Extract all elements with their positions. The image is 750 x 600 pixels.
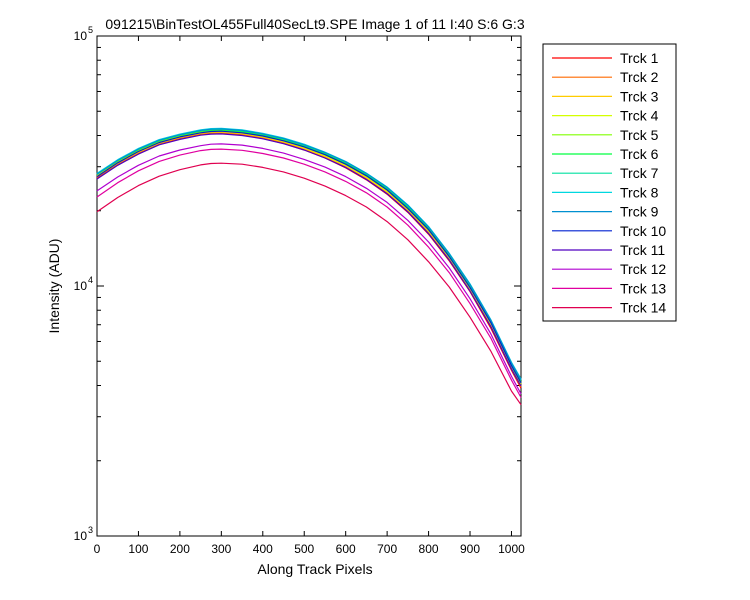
series-line-trck-13 [96,148,522,398]
legend-label: Trck 8 [620,184,659,200]
series-group [96,127,522,406]
series-line-trck-9 [96,128,522,380]
legend-label: Trck 5 [620,127,659,143]
y-tick-base: 10 [74,529,88,543]
series-line-trck-14 [96,162,522,406]
series-line-trck-10 [96,130,522,384]
x-tick-label: 1000 [498,542,525,556]
legend-label: Trck 14 [620,300,666,316]
legend-box [542,43,677,322]
legend-label: Trck 2 [620,69,659,85]
legend-label: Trck 4 [620,108,659,124]
x-tick-label: 800 [419,542,439,556]
x-tick-label: 900 [460,542,480,556]
series-line-trck-12 [96,143,522,395]
y-tick-exponent: 4 [88,275,93,285]
y-tick-label: 10 [74,279,88,293]
legend-label: Trck 13 [620,280,666,296]
y-tick-exponent: 5 [88,25,93,35]
x-tick-label: 300 [211,542,231,556]
x-axis-label: Along Track Pixels [257,561,372,577]
legend-label: Trck 9 [620,204,659,220]
legend-label: Trck 10 [620,223,666,239]
x-tick-label: 600 [336,542,356,556]
y-tick-base: 10 [74,29,88,43]
y-tick-exponent: 3 [88,525,93,535]
legend-label: Trck 3 [620,88,659,104]
y-tick-label: 10 [74,29,88,43]
plot-area [96,35,522,537]
x-tick-label: 400 [253,542,273,556]
y-axis-label: Intensity (ADU) [46,239,62,334]
series-line-trck-11 [96,133,522,387]
x-tick-label: 500 [294,542,314,556]
y-tick-base: 10 [74,279,88,293]
legend: Trck 1 Trck 2 Trck 3 Trck 4 Trck 5 Trck 6 Trck… [542,43,677,322]
legend-label: Trck 7 [620,165,659,181]
x-tick-label: 700 [377,542,397,556]
x-tick-label: 100 [128,542,148,556]
legend-label: Trck 11 [620,242,665,258]
x-tick-label: 200 [170,542,190,556]
y-tick-label: 10 [74,529,88,543]
legend-label: Trck 6 [620,146,659,162]
legend-label: Trck 12 [620,261,666,277]
x-tick-label: 0 [94,542,101,556]
chart-title: 091215\BinTestOL455Full40SecLt9.SPE Imag… [105,16,524,32]
legend-label: Trck 1 [620,50,659,66]
